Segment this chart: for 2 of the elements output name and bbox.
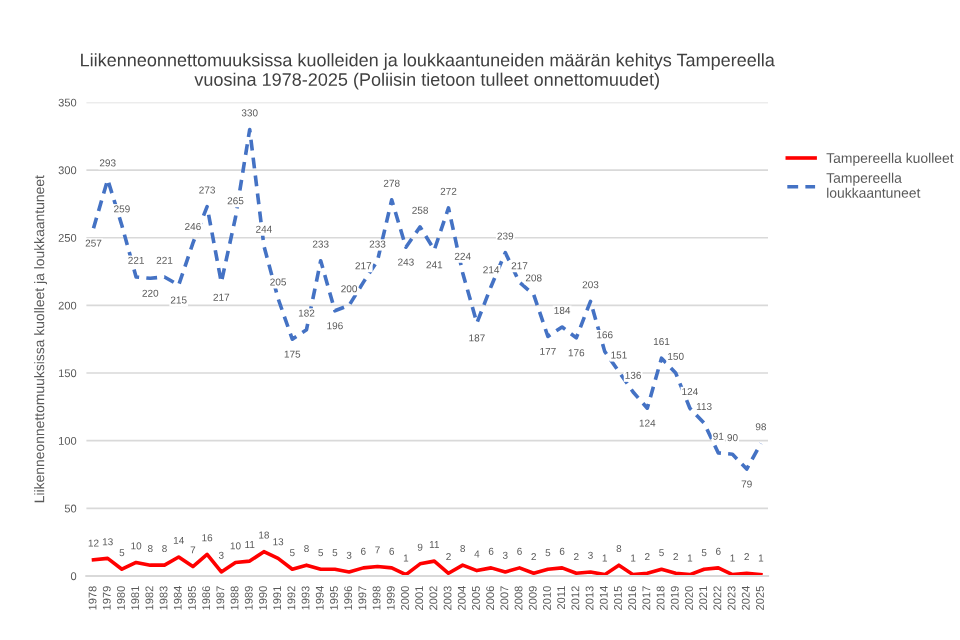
line-series [91,549,763,576]
chart-title: Liikenneonnettomuuksissa kuolleiden ja loukkaantuneiden määrän kehitys Tampereella vuosina 1978-2025 (Poliisin tietoon tulleet onnettomuudet) [81,53,775,90]
